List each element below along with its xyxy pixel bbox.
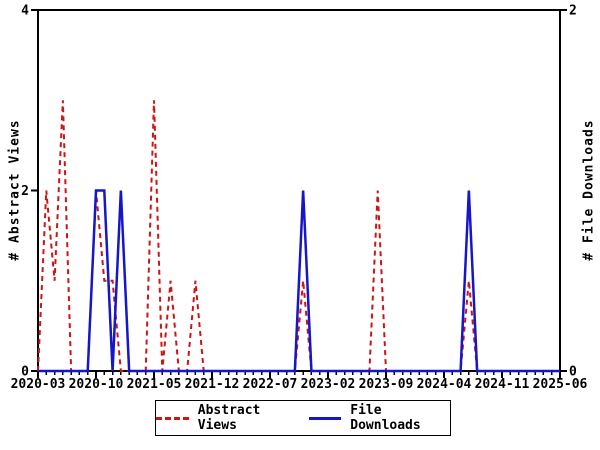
- legend: Abstract Views File Downloads: [155, 400, 451, 436]
- legend-line-sample-abstract-views: [156, 416, 189, 420]
- legend-label-abstract-views: Abstract Views: [197, 403, 261, 433]
- series-line-file-downloads: [38, 189, 560, 373]
- y-axis-label-right: # File Downloads: [581, 119, 597, 261]
- series-line-abstract-views: [37, 100, 560, 372]
- x-tick-label: 2025-06: [533, 377, 588, 392]
- y-left-tick-label: 4: [21, 4, 29, 19]
- y-right-tick-label: 0: [569, 365, 577, 380]
- legend-label-file-downloads: File Downloads: [350, 403, 421, 433]
- y-right-tick-label: 2: [569, 4, 577, 19]
- x-tick-label: 2020-10: [69, 377, 124, 392]
- legend-item-abstract-views: Abstract Views: [156, 403, 298, 433]
- y-axis-label-left: # Abstract Views: [7, 119, 23, 261]
- x-tick-label: 2023-09: [359, 377, 414, 392]
- y-left-tick-label: 2: [21, 184, 29, 199]
- x-tick-label: 2021-05: [127, 377, 182, 392]
- x-tick-label: 2020-03: [11, 377, 66, 392]
- x-tick-label: 2021-12: [185, 377, 240, 392]
- x-tick-label: 2022-07: [243, 377, 298, 392]
- x-tick-label: 2023-02: [301, 377, 356, 392]
- legend-item-file-downloads: File Downloads: [308, 403, 451, 433]
- legend-line-sample-file-downloads: [308, 416, 342, 420]
- x-tick-label: 2024-04: [417, 377, 472, 392]
- y-left-tick-label: 0: [21, 365, 29, 380]
- x-tick-label: 2024-11: [475, 377, 530, 392]
